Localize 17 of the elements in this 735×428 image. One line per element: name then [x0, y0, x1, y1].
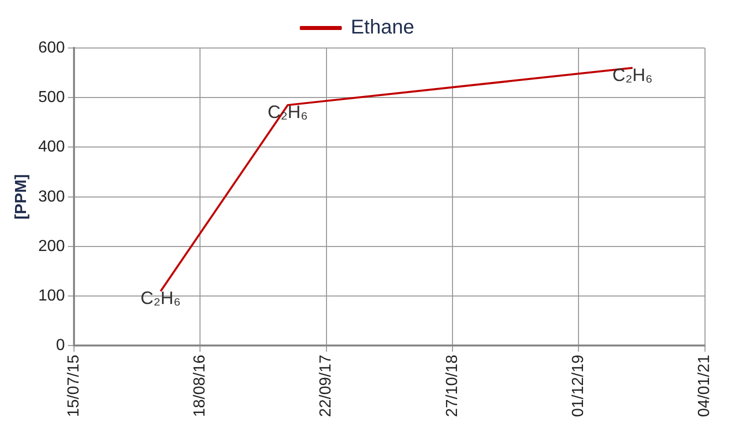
- data-label: C₂H₆: [140, 288, 181, 308]
- x-tick-label: 27/10/18: [444, 354, 461, 417]
- y-tick-label: 500: [38, 89, 65, 106]
- y-tick-label: 200: [38, 238, 65, 255]
- x-tick-label: 01/12/19: [570, 354, 588, 417]
- x-tick-label: 15/07/15: [65, 354, 82, 417]
- x-tick-label: 22/09/17: [318, 354, 335, 417]
- y-tick-label: 300: [38, 188, 65, 206]
- y-tick-label: 400: [38, 138, 65, 156]
- data-label: C₂H₆: [612, 64, 653, 85]
- x-tick-label: 04/01/21: [696, 354, 714, 417]
- x-tick-label: 18/08/16: [191, 354, 208, 417]
- y-tick-label: 100: [38, 288, 65, 305]
- y-axis-title: [PPM]: [13, 174, 30, 220]
- y-tick-label: 0: [56, 337, 65, 354]
- legend-label: Ethane: [350, 16, 414, 39]
- y-tick-label: 600: [38, 39, 65, 56]
